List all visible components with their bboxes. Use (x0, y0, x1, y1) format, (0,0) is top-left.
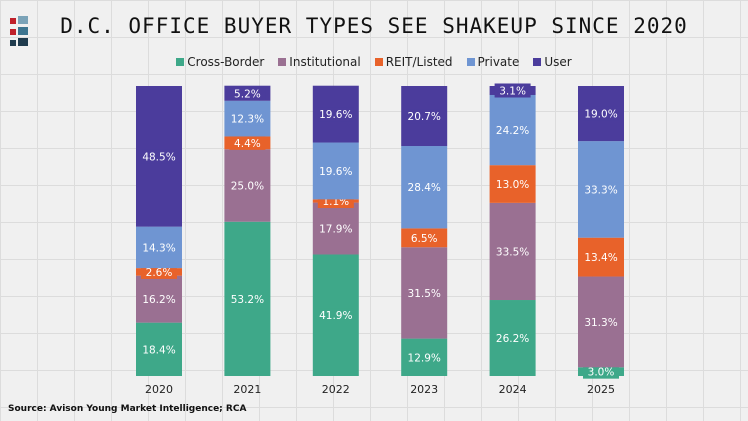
legend-item-institutional: Institutional (278, 55, 361, 69)
data-label: 31.3% (584, 317, 617, 329)
data-label-bg (406, 230, 443, 245)
data-label-bg (141, 292, 177, 307)
data-label-bg (494, 83, 531, 98)
data-label: 16.2% (142, 294, 175, 306)
data-label: 14.3% (142, 242, 175, 254)
legend-item-user: User (533, 55, 572, 69)
data-label-bg (317, 107, 354, 122)
data-label: 28.4% (408, 182, 441, 194)
data-label: 3.0% (588, 367, 615, 379)
data-label: 33.3% (584, 184, 617, 196)
data-label-bg (141, 264, 177, 279)
data-label: 13.0% (496, 179, 529, 191)
data-label: 19.6% (319, 109, 352, 121)
data-label-bg (406, 350, 443, 365)
data-label: 4.4% (234, 138, 261, 150)
data-label: 41.9% (319, 310, 352, 322)
data-label: 24.2% (496, 125, 529, 137)
data-label-bg (229, 178, 266, 193)
legend-label: Private (477, 55, 520, 69)
data-label-bg (494, 244, 531, 259)
data-label-bg (229, 135, 266, 150)
data-label-bg (317, 308, 354, 323)
data-label: 18.4% (142, 344, 175, 356)
legend-swatch (278, 58, 287, 66)
data-label-bg (229, 86, 266, 101)
legend-swatch (466, 58, 475, 66)
data-label: 31.5% (408, 288, 441, 300)
data-label: 5.2% (234, 88, 261, 100)
data-label: 12.3% (231, 114, 264, 126)
data-label-bg (406, 285, 443, 300)
logo (10, 16, 28, 46)
legend: Cross-Border Institutional REIT/Listed Priv… (0, 55, 748, 69)
data-label-bg (141, 240, 177, 255)
data-label: 12.9% (408, 352, 441, 364)
data-label-bg (583, 314, 619, 329)
x-tick-label: 2022 (322, 383, 350, 396)
data-label: 19.6% (319, 166, 352, 178)
x-tick-label: 2023 (410, 383, 438, 396)
data-label-bg (141, 342, 177, 357)
data-label: 48.5% (142, 151, 175, 163)
data-label-bg (494, 123, 531, 138)
data-label: 26.2% (496, 333, 529, 345)
data-label-bg (406, 109, 443, 124)
data-label-bg (583, 364, 619, 379)
x-tick-label: 2024 (499, 383, 527, 396)
legend-item-cross-border: Cross-Border (176, 55, 264, 69)
data-label-bg (317, 221, 354, 236)
data-label-bg (229, 291, 266, 306)
data-label: 33.5% (496, 246, 529, 258)
data-label-bg (406, 180, 443, 195)
source-note: Source: Avison Young Market Intelligence… (8, 404, 247, 414)
data-label: 13.4% (584, 252, 617, 264)
data-label-bg (317, 163, 354, 178)
data-label: 2.6% (146, 267, 173, 279)
data-label: 19.0% (584, 109, 617, 121)
data-label: 6.5% (411, 233, 438, 245)
legend-label: User (544, 55, 572, 69)
data-label: 20.7% (408, 111, 441, 123)
legend-label: Institutional (289, 55, 361, 69)
data-label: 3.1% (499, 85, 526, 97)
x-tick-label: 2021 (233, 383, 261, 396)
chart-title: D.C. OFFICE BUYER TYPES SEE SHAKEUP SINC… (60, 14, 688, 38)
legend-label: REIT/Listed (385, 55, 453, 69)
legend-item-private: Private (466, 55, 520, 69)
legend-swatch (176, 58, 185, 66)
x-tick-label: 2025 (587, 383, 615, 396)
data-label-bg (583, 106, 619, 121)
data-label-bg (229, 111, 266, 126)
data-label-bg (494, 177, 531, 192)
data-label: 25.0% (231, 180, 264, 192)
legend-label: Cross-Border (187, 55, 265, 69)
data-label-bg (141, 149, 177, 164)
legend-swatch (374, 58, 383, 66)
data-label-bg (583, 250, 619, 265)
x-tick-label: 2020 (145, 383, 173, 396)
data-label-bg (583, 182, 619, 197)
legend-item-reit-listed: REIT/Listed (374, 55, 453, 69)
data-label-bg (494, 331, 531, 346)
data-label: 53.2% (231, 294, 264, 306)
legend-swatch (533, 58, 542, 66)
data-label: 17.9% (319, 224, 352, 236)
